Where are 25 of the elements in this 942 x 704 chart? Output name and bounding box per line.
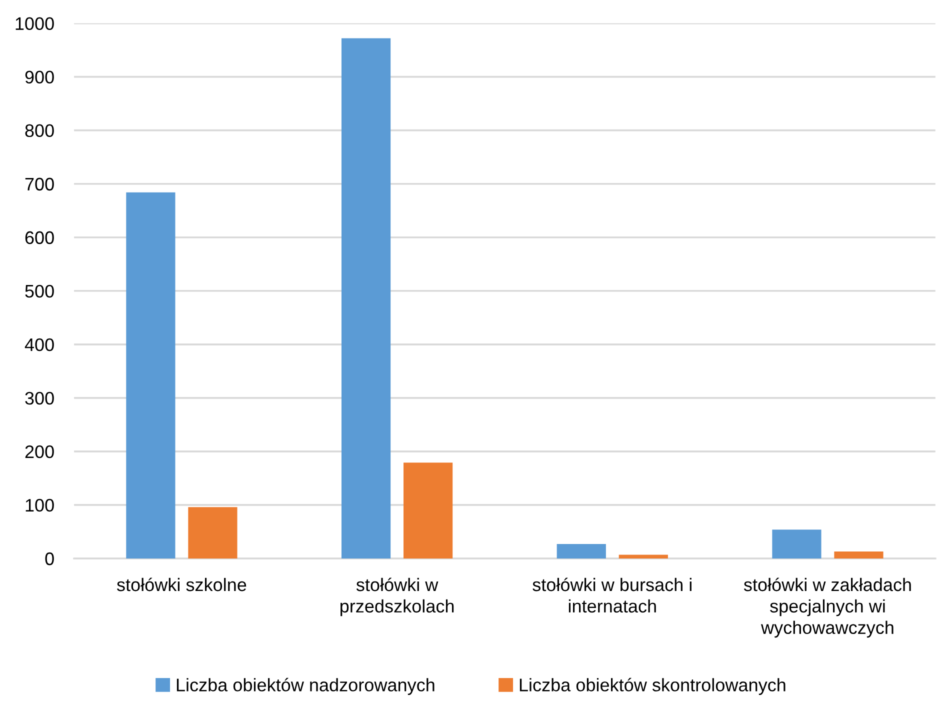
bar	[772, 530, 822, 558]
x-tick-label: stołówki szkolne	[116, 578, 246, 592]
bar	[341, 38, 391, 558]
bar	[188, 507, 238, 558]
y-tick-label: 700	[25, 178, 54, 191]
bar	[404, 462, 453, 558]
bar	[834, 552, 884, 558]
bar	[556, 544, 606, 558]
y-tick-label: 800	[25, 124, 54, 138]
legend-label: Liczba obiektów nadzorowanych	[176, 678, 434, 695]
y-tick-label: 0	[45, 552, 54, 566]
y-tick-label: 900	[25, 70, 54, 84]
y-tick-label: 1000	[16, 17, 54, 30]
bar	[618, 554, 668, 558]
y-tick-label: 500	[25, 284, 54, 298]
bar	[126, 192, 176, 558]
y-tick-label: 300	[25, 392, 54, 405]
y-tick-label: 600	[25, 231, 54, 244]
x-tick-label: stołówki w bursach i internatach	[532, 578, 692, 613]
x-tick-label: stołówki w przedszkolach	[340, 578, 454, 616]
y-tick-label: 100	[26, 498, 54, 512]
x-tick-label: stołówki w zakładach specjalnych wi wychowawczych	[744, 578, 911, 638]
y-tick-label: 400	[24, 338, 54, 352]
y-tick-label: 200	[25, 445, 54, 458]
legend-label: Liczba obiektów skontrolowanych	[520, 678, 786, 695]
